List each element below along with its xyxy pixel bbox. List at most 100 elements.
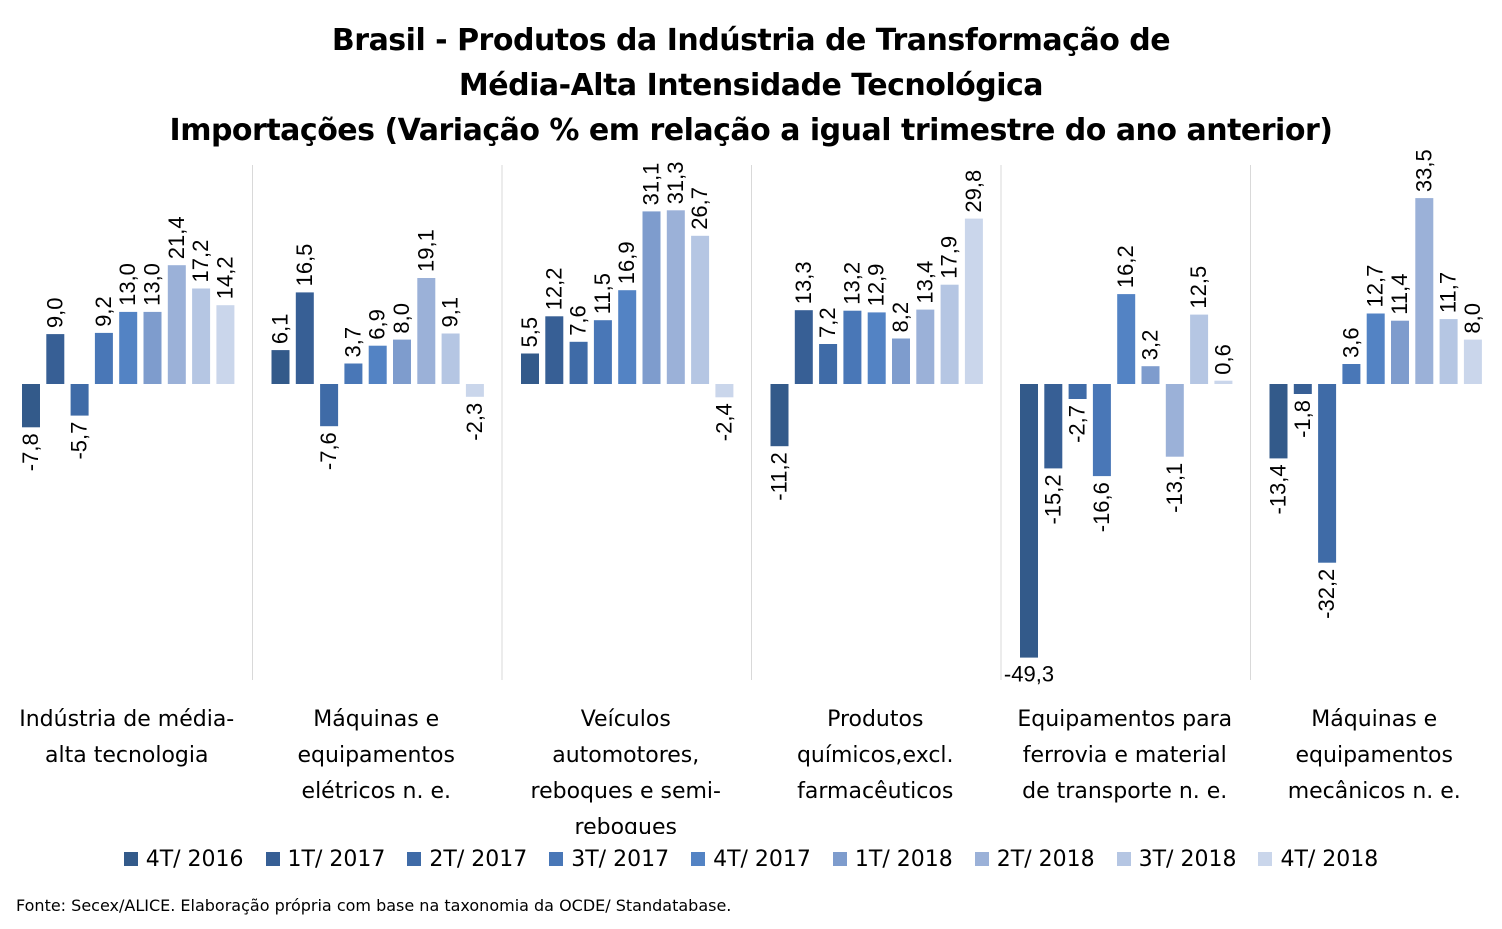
bar-s8-c0 — [216, 305, 235, 384]
bar-s7-c1 — [441, 333, 460, 384]
category-label-0: Indústria de média-alta tecnologia — [7, 702, 247, 774]
category-label-2-line-1: automotores, — [552, 743, 700, 768]
data-label-s5-c4: 3,2 — [1138, 330, 1163, 361]
bar-s8-c5 — [1463, 339, 1482, 384]
data-label-s6-c2: 31,3 — [663, 161, 688, 204]
data-label-s2-c2: 7,6 — [566, 305, 591, 336]
legend-swatch — [549, 852, 564, 866]
data-label-s7-c5: 11,7 — [1436, 272, 1461, 313]
data-label-s4-c0: 13,0 — [115, 263, 140, 306]
legend-label: 2T/ 2017 — [429, 846, 528, 872]
bar-s6-c5 — [1415, 198, 1434, 384]
category-label-2: Veículos automotores, reboques e semi-rebo… — [506, 702, 746, 834]
legend-label: 1T/ 2018 — [854, 846, 953, 872]
legend-item-5: 1T/ 2018 — [832, 846, 953, 872]
bar-s6-c2 — [666, 210, 685, 384]
chart-title-line-1: Brasil - Produtos da Indústria de Transf… — [331, 23, 1171, 58]
legend-label: 1T/ 2017 — [287, 846, 386, 872]
data-label-s7-c3: 17,9 — [937, 236, 962, 279]
legend-item-4: 4T/ 2017 — [691, 847, 811, 872]
legend: 4T/ 2016 1T/ 2017 2T/ 2017 3T/ 2017 4T/ 2017… — [0, 842, 1502, 876]
bar-s5-c1 — [393, 339, 411, 384]
legend-item-8: 4T/ 2018 — [1258, 847, 1378, 872]
bar-s7-c0 — [192, 288, 211, 384]
legend-label: 4T/ 2018 — [1280, 846, 1379, 872]
data-label-s1-c0: 9,0 — [42, 298, 67, 329]
data-label-s4-c5: 12,7 — [1363, 265, 1388, 308]
data-label-s7-c0: 17,2 — [188, 240, 213, 283]
data-label-s2-c1: -7,6 — [316, 432, 341, 470]
data-label-s0-c5: -13,4 — [1266, 464, 1291, 514]
data-label-s7-c1: 9,1 — [438, 297, 463, 328]
bar-s2-c3 — [819, 344, 838, 384]
bar-s3-c1 — [344, 363, 363, 384]
bar-s6-c3 — [916, 309, 935, 384]
bar-s3-c3 — [843, 310, 862, 384]
category-label-1: Máquinas e equipamentos elétricos n. e. — [256, 702, 496, 810]
data-label-s8-c3: 29,8 — [961, 170, 986, 213]
bar-s1-c1 — [295, 292, 314, 384]
bar-s2-c0 — [70, 384, 89, 416]
data-label-s1-c1: 16,5 — [292, 244, 317, 287]
data-label-s6-c5: 33,5 — [1411, 149, 1436, 192]
bar-s7-c5 — [1439, 319, 1458, 384]
data-label-s8-c0: 14,2 — [212, 256, 237, 299]
legend-label: 3T/ 2018 — [1138, 846, 1237, 872]
category-label-1-line-2: elétricos n. e. — [301, 779, 451, 804]
legend-swatch — [691, 852, 706, 866]
data-label-s0-c4: -49,3 — [1004, 662, 1054, 687]
category-label-2-line-0: Veículos — [580, 707, 671, 732]
bar-s3-c2 — [593, 320, 612, 384]
bar-s2-c1 — [320, 384, 339, 427]
data-label-s2-c0: -5,7 — [67, 422, 92, 460]
bar-s4-c4 — [1117, 294, 1136, 384]
bar-s4-c0 — [119, 311, 138, 384]
category-label-1-line-0: Máquinas e — [313, 707, 440, 732]
data-label-s0-c0: -7,8 — [18, 433, 43, 471]
bar-s3-c0 — [94, 332, 113, 384]
legend-swatch — [265, 852, 280, 866]
legend-item-3: 3T/ 2017 — [549, 847, 669, 872]
chart-title-line-2: Média-Alta Intensidade Tecnológica — [458, 68, 1044, 103]
data-label-s6-c1: 19,1 — [413, 229, 438, 272]
legend-label: 4T/ 2016 — [145, 846, 244, 872]
data-label-s0-c1: 6,1 — [268, 314, 293, 345]
bar-s8-c4 — [1214, 380, 1233, 384]
legend-item-2: 2T/ 2017 — [407, 847, 527, 872]
category-label-4: Equipamentos para ferrovia e material de t… — [1005, 702, 1245, 810]
data-label-s1-c4: -15,2 — [1040, 474, 1065, 524]
category-label-3: Produtos químicos,excl. farmacêuticos — [755, 702, 995, 810]
data-labels-group: -7,8 6,1 5,5 -11,2 -49,3 -13,4 9,0 16,5 12,2 13,3… — [18, 149, 1485, 686]
bar-s7-c3 — [940, 284, 959, 384]
category-label-4-line-0: Equipamentos para — [1017, 707, 1233, 732]
legend-label: 3T/ 2017 — [571, 846, 670, 872]
bar-s4-c2 — [618, 290, 637, 384]
data-label-s1-c2: 12,2 — [541, 267, 566, 310]
legend-item-1: 1T/ 2017 — [265, 846, 386, 872]
legend-label: 2T/ 2018 — [996, 846, 1095, 872]
data-label-s6-c0: 21,4 — [164, 216, 189, 259]
data-label-s4-c4: 16,2 — [1113, 245, 1138, 288]
chart-title: Brasil - Produtos da Indústria de Transf… — [0, 18, 1502, 153]
category-label-5-line-1: equipamentos — [1295, 743, 1453, 768]
data-label-s6-c4: -13,1 — [1162, 463, 1187, 513]
bar-s1-c4 — [1044, 384, 1063, 469]
data-label-s4-c2: 16,9 — [614, 241, 639, 284]
source-note: Fonte: Secex/ALICE. Elaboração própria c… — [16, 896, 732, 915]
data-label-s6-c3: 13,4 — [912, 261, 937, 304]
legend-item-6: 2T/ 2018 — [974, 846, 1095, 872]
data-label-s7-c4: 12,5 — [1186, 266, 1211, 309]
data-label-s8-c4: 0,6 — [1210, 344, 1235, 375]
data-label-s5-c1: 8,0 — [389, 303, 414, 334]
category-label-5-line-2: mecânicos n. e. — [1287, 779, 1461, 804]
bar-s5-c2 — [642, 211, 661, 384]
data-label-s3-c4: -16,6 — [1089, 482, 1114, 532]
bar-s6-c0 — [167, 265, 186, 384]
data-label-s1-c5: -1,8 — [1290, 400, 1315, 438]
data-label-s4-c1: 6,9 — [365, 309, 390, 340]
bar-s0-c1 — [271, 350, 290, 384]
data-label-s8-c1: -2,3 — [462, 403, 487, 441]
chart-title-line-3: Importações (Variação % em relação a igu… — [169, 113, 1333, 148]
data-label-s2-c4: -2,7 — [1065, 405, 1090, 443]
category-label-1-line-1: equipamentos — [297, 743, 455, 768]
